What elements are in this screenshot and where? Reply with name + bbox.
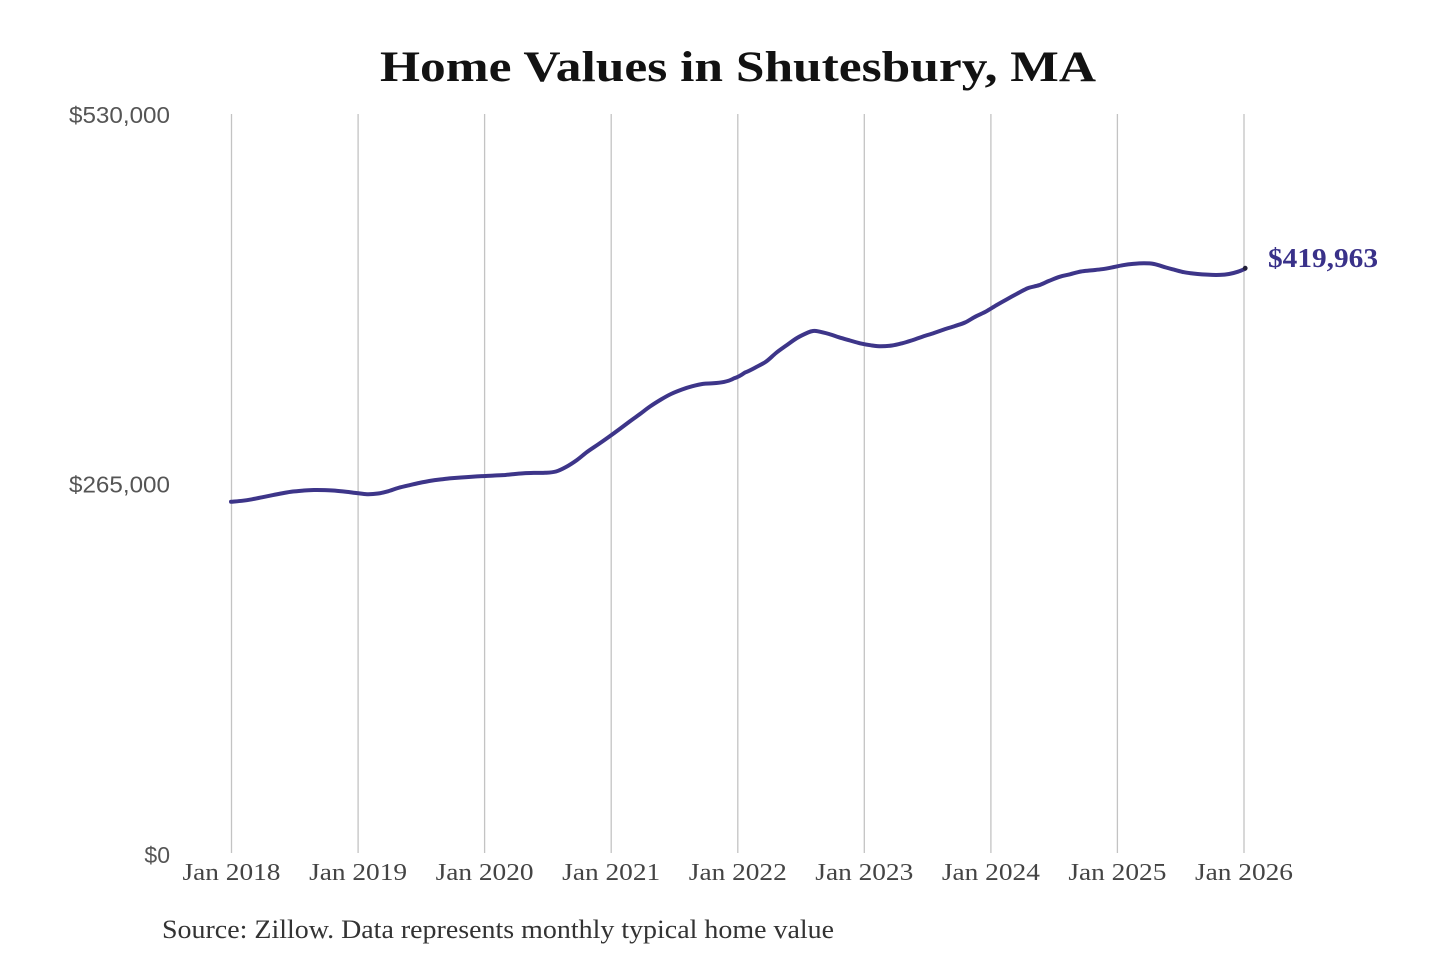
svg-text:Source: Zillow. Data represent: Source: Zillow. Data represents monthly … [162,915,834,944]
svg-text:Jan 2019: Jan 2019 [309,859,407,886]
svg-text:Jan 2018: Jan 2018 [183,859,281,886]
svg-text:$530,000: $530,000 [69,102,170,128]
svg-text:Jan 2023: Jan 2023 [815,859,913,886]
svg-text:Jan 2026: Jan 2026 [1195,859,1293,886]
svg-text:$419,963: $419,963 [1268,243,1378,273]
svg-text:Jan 2025: Jan 2025 [1068,859,1166,886]
svg-text:Jan 2021: Jan 2021 [562,859,660,886]
svg-text:Jan 2024: Jan 2024 [942,859,1040,886]
svg-text:Jan 2020: Jan 2020 [436,859,534,886]
svg-text:$0: $0 [144,842,170,868]
svg-text:Jan 2022: Jan 2022 [689,859,787,886]
svg-text:Home Values in Shutesbury, MA: Home Values in Shutesbury, MA [380,44,1096,91]
svg-text:$265,000: $265,000 [69,472,170,498]
